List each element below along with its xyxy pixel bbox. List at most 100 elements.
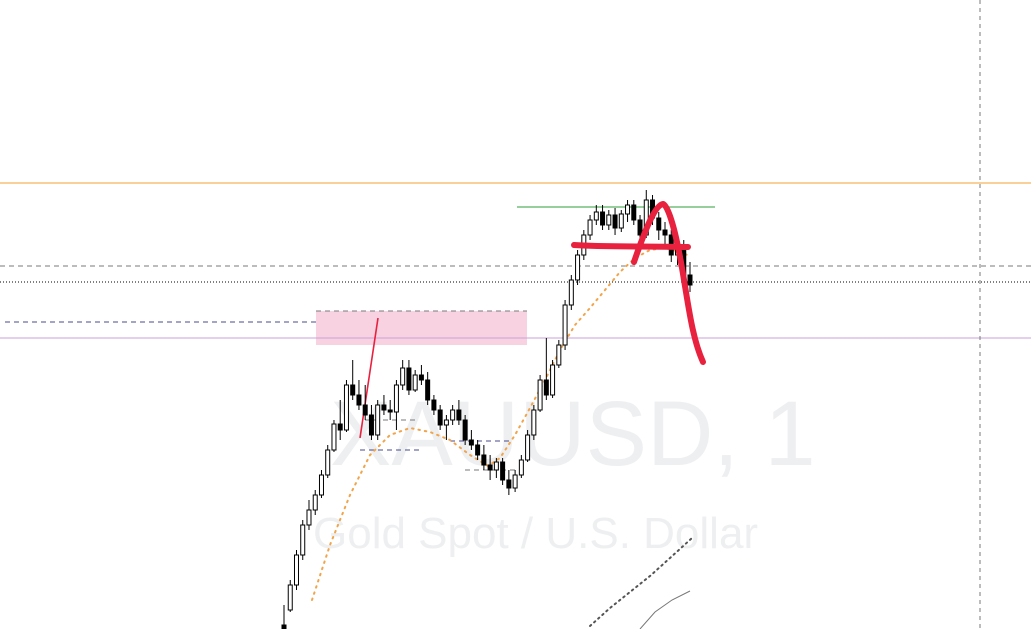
candle-body [618, 213, 624, 229]
candle-57 [637, 215, 643, 240]
candle-body [518, 459, 524, 476]
candle-body [556, 344, 562, 366]
candle-body [487, 464, 493, 471]
candle-body [375, 404, 381, 436]
candle-28 [456, 400, 462, 425]
candle-39 [525, 430, 531, 462]
candle-body [412, 374, 418, 391]
candle-body [443, 419, 449, 426]
candle-body [525, 434, 531, 461]
candle-56 [631, 200, 637, 225]
supply-zone-layer [316, 311, 527, 345]
candle-body [381, 404, 387, 411]
candle-47 [575, 250, 581, 285]
candle-body [300, 524, 306, 556]
candle-body [568, 279, 574, 306]
candle-body [293, 554, 299, 586]
handwritten-marker [571, 201, 706, 365]
candle-2 [293, 550, 299, 590]
candle-45 [562, 300, 568, 350]
sub-indicator-dotted [589, 537, 693, 627]
candle-16 [381, 395, 387, 415]
candle-27 [450, 405, 456, 425]
candle-11 [350, 360, 356, 400]
candle-body [437, 409, 443, 426]
candle-8 [331, 420, 337, 452]
candle-body [318, 474, 324, 496]
candle-body [493, 461, 499, 471]
candle-body [387, 409, 393, 413]
candle-50 [593, 205, 599, 225]
candle-body [356, 394, 362, 406]
candle-40 [531, 405, 537, 440]
candle-body [418, 374, 424, 381]
candle-33 [487, 455, 493, 480]
candle-61 [662, 222, 668, 245]
candle-44 [556, 340, 562, 368]
candle-31 [475, 440, 481, 460]
candle-body [287, 584, 293, 611]
candle-42 [543, 338, 549, 400]
candle-17 [387, 400, 393, 420]
candle-41 [537, 375, 543, 412]
candle-24 [431, 395, 437, 415]
candle-body [393, 384, 399, 413]
candle-body [562, 304, 568, 346]
candle-body [368, 414, 374, 436]
candle-6 [318, 470, 324, 498]
candle-body [468, 439, 474, 446]
sub-indicator-curve [639, 590, 691, 629]
candle-body [687, 274, 693, 286]
candle-body [506, 479, 512, 489]
candle-15 [375, 400, 381, 440]
candle-body [656, 217, 662, 231]
candle-body [587, 219, 593, 236]
candle-body [600, 211, 606, 226]
candle-60 [656, 212, 662, 240]
candle-body [475, 444, 481, 456]
candle-65 [687, 262, 693, 292]
candle-9 [337, 400, 343, 440]
candle-body [606, 214, 612, 226]
candle-36 [506, 470, 512, 495]
candle-body [631, 204, 637, 221]
candle-body [500, 461, 506, 481]
candle-35 [500, 458, 506, 485]
candle-53 [612, 208, 618, 235]
candle-18 [393, 380, 399, 430]
candle-54 [618, 210, 624, 232]
candle-body [331, 423, 337, 451]
candle-51 [600, 205, 606, 230]
sub-indicator [589, 537, 693, 629]
candle-25 [437, 405, 443, 430]
candlestick-series [281, 190, 693, 629]
candle-body [537, 379, 543, 411]
candle-49 [587, 215, 593, 240]
candle-body [662, 229, 668, 236]
candle-10 [343, 380, 349, 432]
candle-37 [512, 470, 518, 492]
candle-1 [287, 580, 293, 612]
candle-body [543, 379, 549, 396]
candle-29 [462, 415, 468, 445]
candle-body [337, 423, 343, 431]
candle-5 [312, 490, 318, 515]
watermark-symbol: XAUUSD, 1 [330, 383, 816, 485]
candle-body [325, 449, 331, 476]
candle-34 [493, 458, 499, 478]
candle-body [400, 367, 406, 386]
watermark: XAUUSD, 1 Gold Spot / U.S. Dollar [313, 383, 816, 558]
candle-body [456, 409, 462, 421]
candle-body [431, 399, 437, 411]
drawn-segments [5, 206, 715, 471]
candle-7 [325, 445, 331, 478]
candle-body [512, 474, 518, 489]
candle-body [350, 384, 356, 396]
candle-body [575, 254, 581, 281]
supply-zone [316, 311, 527, 345]
candle-4 [306, 500, 312, 530]
candle-body [593, 211, 599, 221]
candle-body [531, 409, 537, 436]
candle-38 [518, 455, 524, 478]
